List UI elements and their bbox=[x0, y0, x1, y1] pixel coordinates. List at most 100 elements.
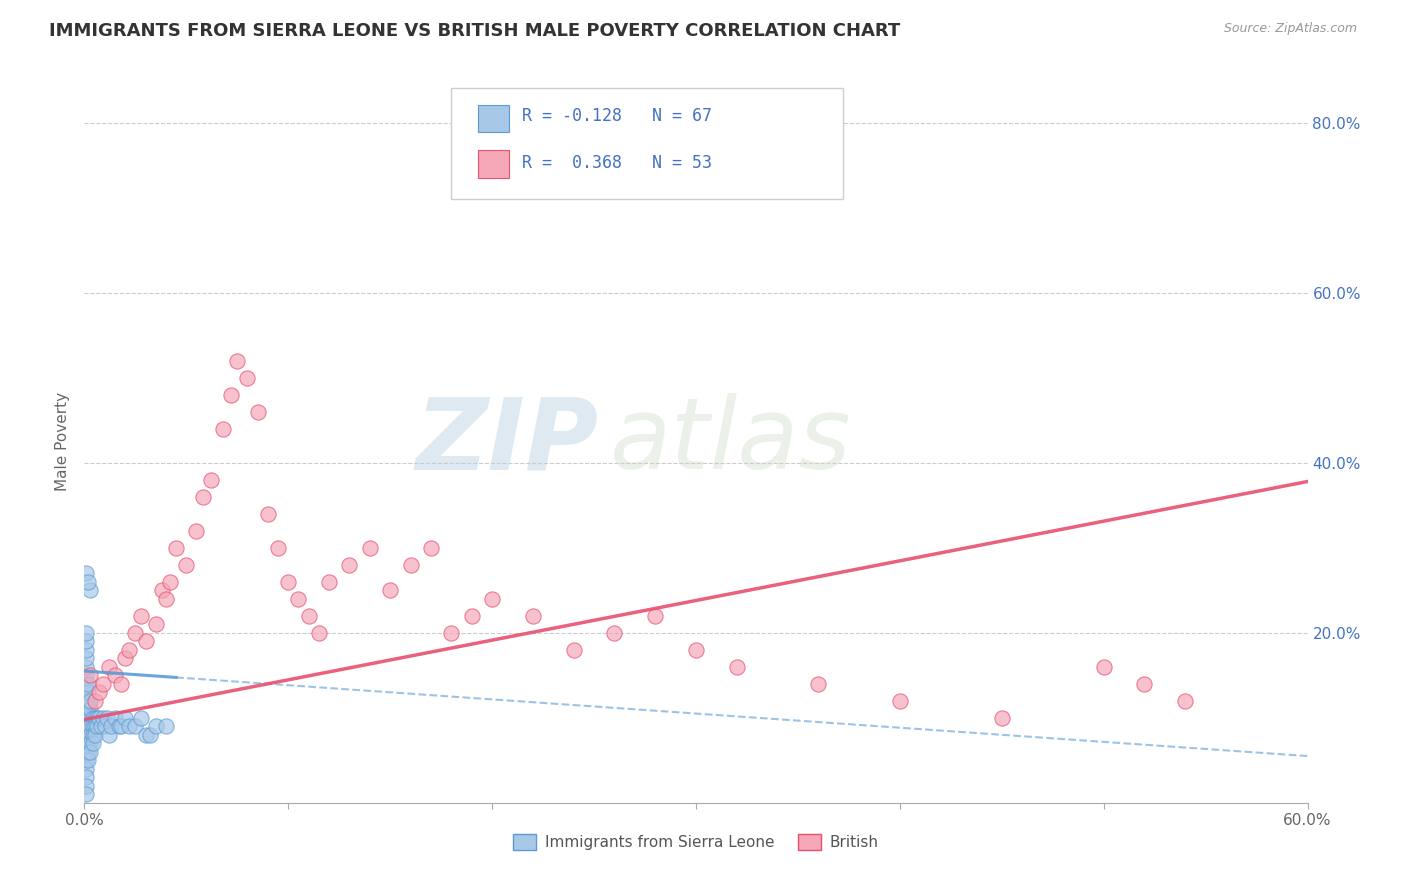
Point bbox=[75, 702, 97, 716]
Point bbox=[246, 405, 269, 419]
Point bbox=[110, 677, 132, 691]
Point bbox=[90, 719, 112, 733]
Point bbox=[991, 711, 1014, 725]
Point bbox=[644, 608, 666, 623]
Point bbox=[155, 719, 177, 733]
Point bbox=[75, 736, 97, 750]
Point bbox=[174, 558, 197, 572]
Point bbox=[87, 711, 110, 725]
Point bbox=[79, 728, 101, 742]
Point bbox=[77, 728, 100, 742]
Point bbox=[440, 625, 463, 640]
Point bbox=[685, 642, 707, 657]
Point bbox=[150, 583, 173, 598]
Point bbox=[138, 728, 160, 742]
Point bbox=[75, 719, 97, 733]
Point bbox=[86, 711, 108, 725]
Point bbox=[75, 711, 97, 725]
Point bbox=[77, 685, 100, 699]
Point bbox=[135, 728, 157, 742]
Point bbox=[420, 541, 443, 555]
Point bbox=[267, 541, 290, 555]
Point bbox=[186, 524, 208, 538]
Point bbox=[104, 668, 127, 682]
Point bbox=[86, 719, 108, 733]
Point bbox=[75, 634, 97, 648]
Point bbox=[77, 745, 100, 759]
Point bbox=[79, 583, 101, 598]
Point bbox=[79, 719, 101, 733]
Point bbox=[77, 711, 100, 725]
Point bbox=[226, 353, 249, 368]
Point bbox=[380, 583, 402, 598]
Point bbox=[75, 668, 97, 682]
Point bbox=[75, 762, 97, 776]
Point bbox=[191, 490, 214, 504]
Point bbox=[77, 736, 100, 750]
Point bbox=[79, 711, 101, 725]
Text: R =  0.368   N = 53: R = 0.368 N = 53 bbox=[522, 153, 713, 171]
Point bbox=[131, 711, 153, 725]
Point bbox=[1092, 660, 1115, 674]
Point bbox=[75, 770, 97, 784]
Point bbox=[93, 719, 115, 733]
Point bbox=[110, 719, 132, 733]
Point bbox=[155, 591, 177, 606]
Point bbox=[75, 677, 97, 691]
Point bbox=[339, 558, 361, 572]
Point bbox=[104, 711, 127, 725]
Point bbox=[481, 591, 503, 606]
Point bbox=[114, 651, 136, 665]
Point bbox=[298, 608, 321, 623]
Point bbox=[562, 642, 585, 657]
Point bbox=[79, 668, 101, 682]
Point bbox=[236, 371, 259, 385]
Point bbox=[79, 694, 101, 708]
Point bbox=[82, 736, 104, 750]
Point bbox=[725, 660, 748, 674]
Point bbox=[91, 677, 114, 691]
Point bbox=[75, 625, 97, 640]
Point bbox=[75, 642, 97, 657]
Text: atlas: atlas bbox=[610, 393, 852, 490]
FancyBboxPatch shape bbox=[478, 151, 509, 178]
Point bbox=[97, 728, 120, 742]
Point bbox=[807, 677, 830, 691]
Point bbox=[1133, 677, 1156, 691]
Point bbox=[82, 728, 104, 742]
Point bbox=[79, 736, 101, 750]
Point bbox=[522, 608, 544, 623]
Legend: Immigrants from Sierra Leone, British: Immigrants from Sierra Leone, British bbox=[508, 829, 884, 856]
Point bbox=[79, 745, 101, 759]
Point bbox=[118, 719, 141, 733]
Point bbox=[118, 642, 141, 657]
Point bbox=[83, 694, 105, 708]
Point bbox=[135, 634, 157, 648]
Point bbox=[97, 660, 120, 674]
Point bbox=[200, 473, 222, 487]
Point bbox=[75, 651, 97, 665]
Point bbox=[1174, 694, 1197, 708]
Point bbox=[77, 702, 100, 716]
Point bbox=[75, 694, 97, 708]
Point bbox=[77, 677, 100, 691]
Point bbox=[83, 728, 105, 742]
Point bbox=[77, 719, 100, 733]
Point bbox=[77, 694, 100, 708]
Point bbox=[461, 608, 484, 623]
Point bbox=[219, 388, 242, 402]
Point bbox=[359, 541, 381, 555]
Point bbox=[212, 422, 235, 436]
Point bbox=[131, 608, 153, 623]
Point bbox=[75, 753, 97, 767]
Point bbox=[77, 753, 100, 767]
Point bbox=[75, 728, 97, 742]
Point bbox=[277, 574, 299, 589]
Point bbox=[145, 617, 167, 632]
Point bbox=[165, 541, 187, 555]
Point bbox=[82, 719, 104, 733]
Point bbox=[75, 660, 97, 674]
Point bbox=[83, 711, 105, 725]
Point bbox=[159, 574, 181, 589]
Point bbox=[603, 625, 626, 640]
